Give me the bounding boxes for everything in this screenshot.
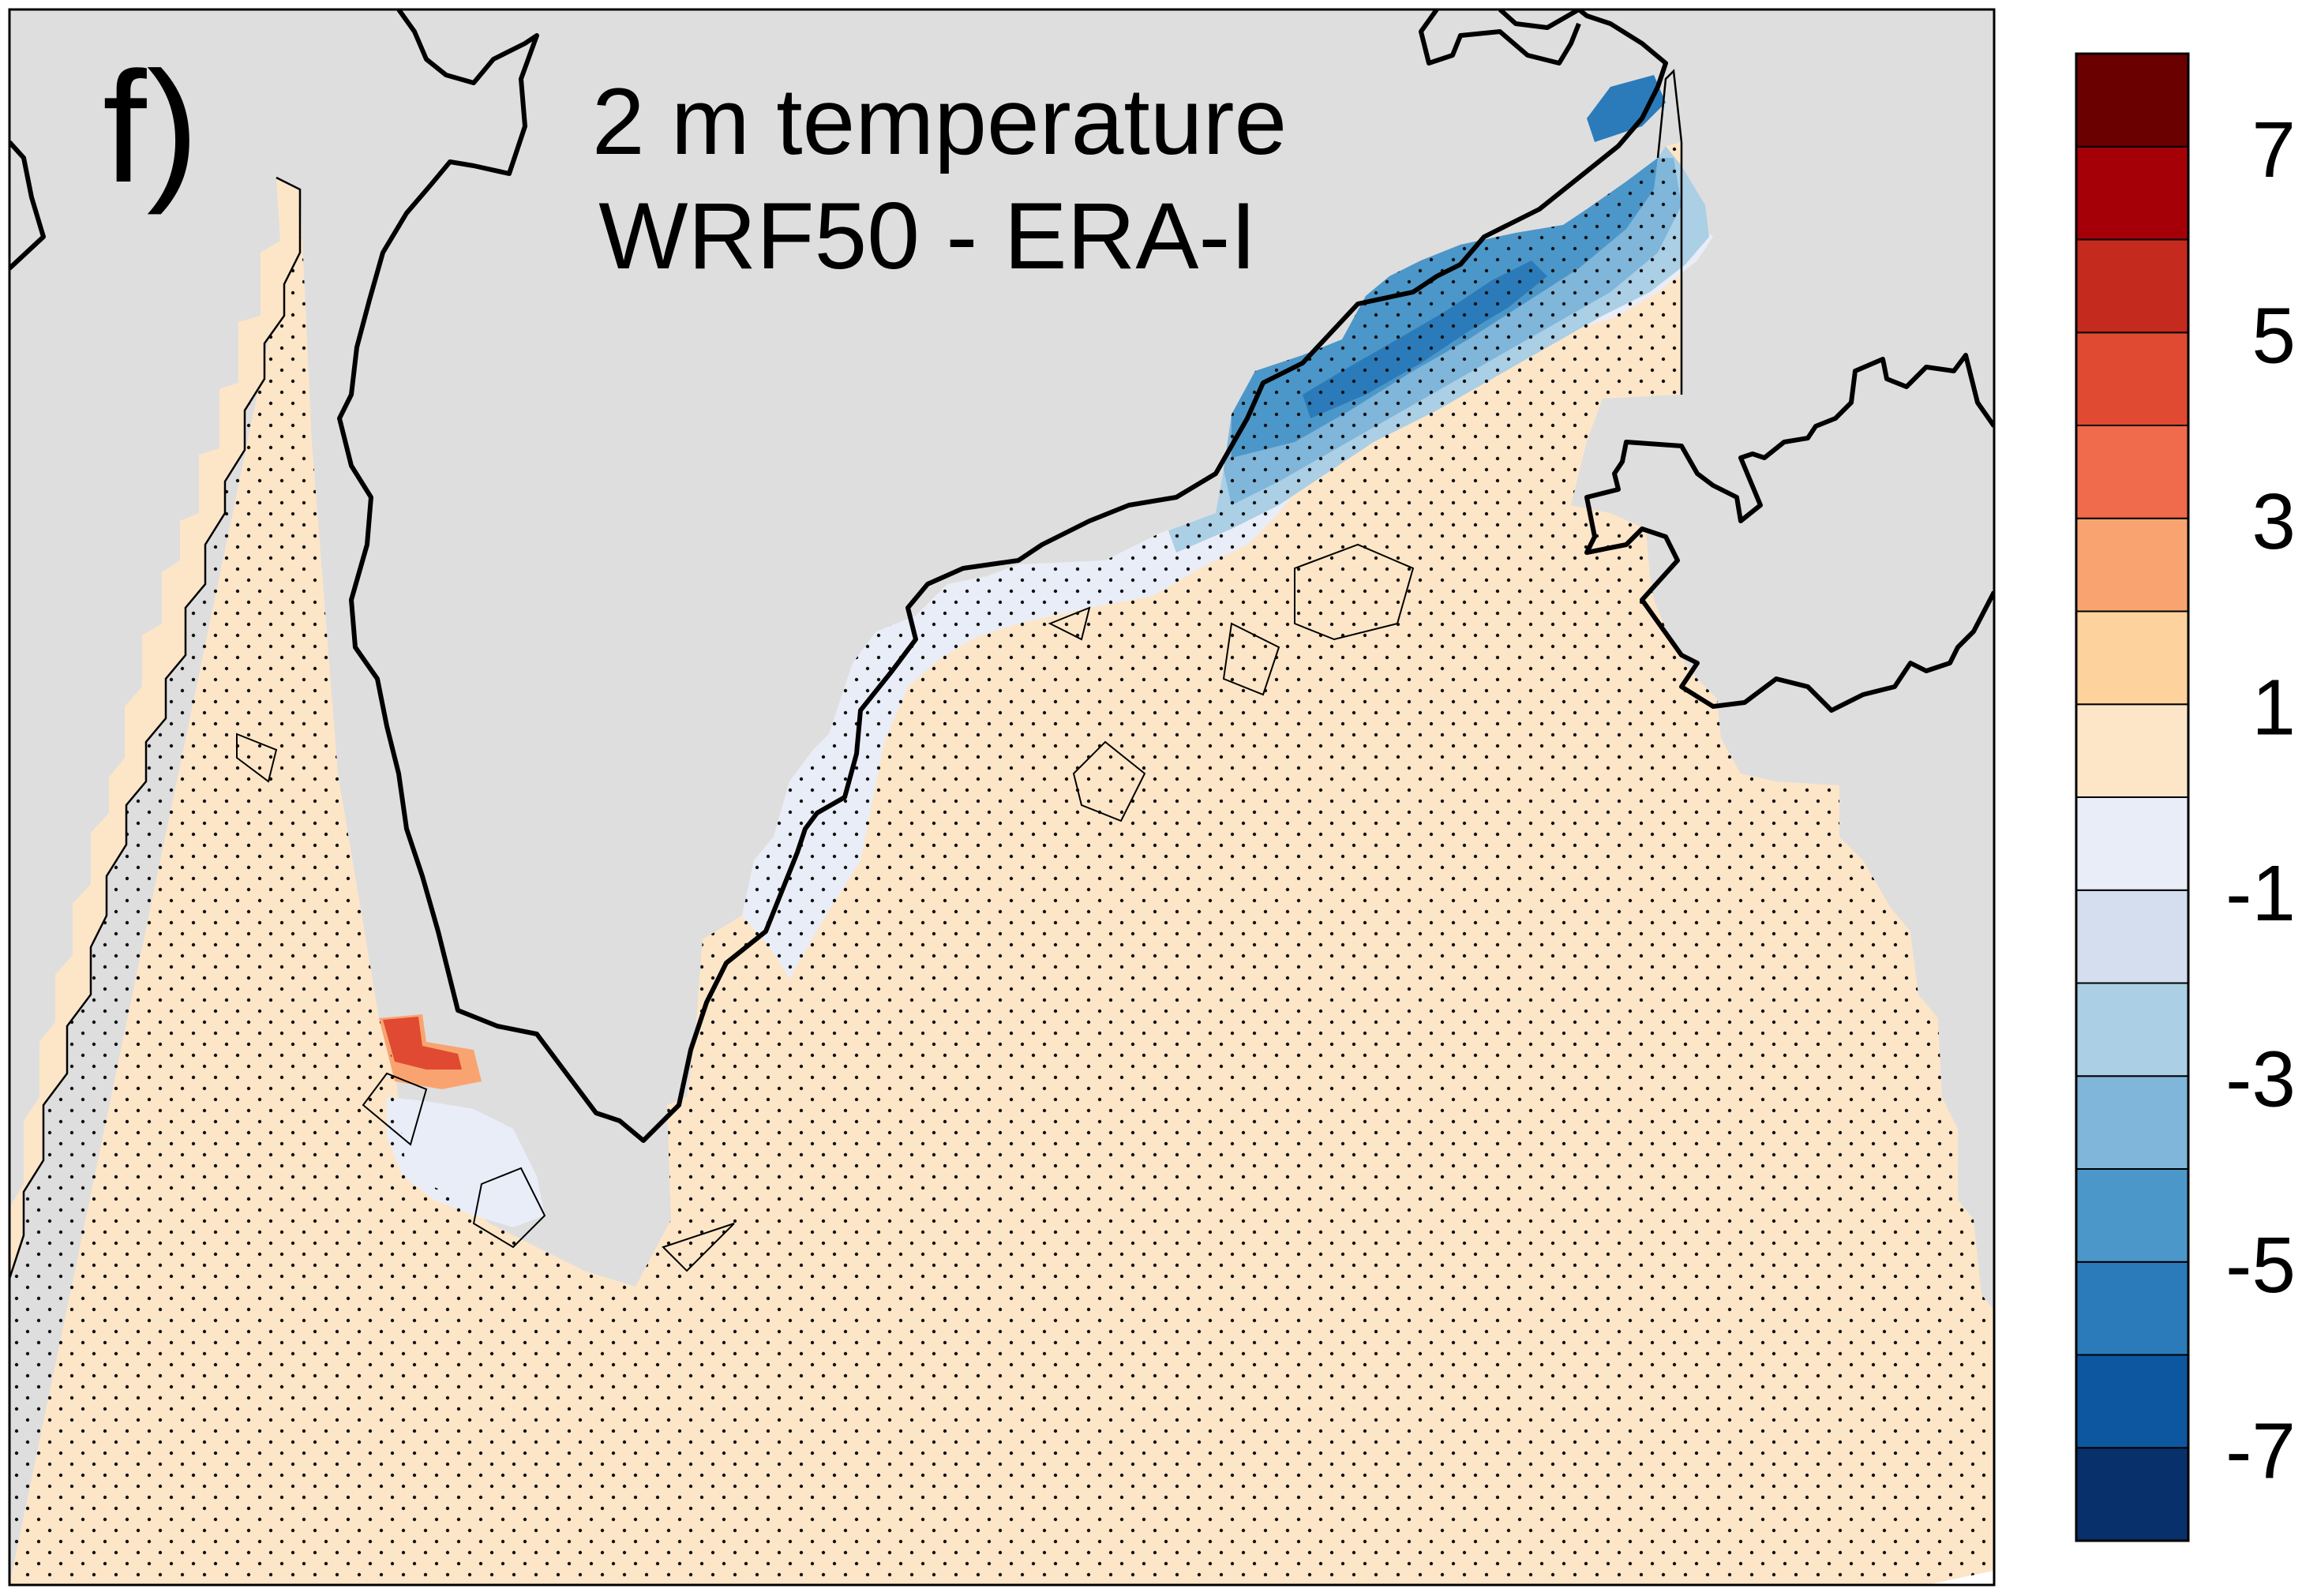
colorbar-swatch [2075,238,2189,334]
colorbar-swatch [2075,796,2189,891]
colorbar-tick-label: 5 [2251,291,2296,380]
colorbar-tick-label: -3 [2225,1035,2296,1123]
grid-box-2 [1072,740,1146,822]
map-frame [8,8,1996,1587]
grid-box-6 [662,1223,735,1272]
map-area [9,9,1994,1585]
grid-box-4 [362,1072,428,1146]
colorbar-tick-label: 1 [2251,663,2296,751]
coastline-east [1584,353,1994,713]
title-line-1: 2 m temperature [592,69,1287,174]
grid-box-1 [1294,543,1415,641]
colorbar-tick-label: -5 [2225,1221,2296,1309]
colorbar: -7 -5 -3 -1 1 3 5 7 [2075,52,2296,1542]
colorbar-outline [2075,52,2190,1542]
colorbar-swatch [2075,1261,2189,1356]
colorbar-swatch [2075,1075,2189,1170]
colorbar-swatch [2075,145,2189,241]
coastline-west [9,140,46,271]
colorbar-tick-label: -7 [2225,1407,2296,1495]
colorbar-swatch [2075,1354,2189,1449]
coastline-north [1419,9,1581,66]
colorbar-swatch [2075,703,2189,798]
colorbar-tick-label: 7 [2251,106,2296,194]
coastline-north-2 [1498,9,1580,30]
panel-label: f) [103,39,199,215]
stipple-overlay [9,142,1994,1585]
colorbar-swatch [2075,517,2189,613]
coastline-main [337,9,1668,1143]
grid-box-8 [236,732,278,783]
ocean-domain [9,178,300,1279]
colorbar-tick-label: -1 [2225,849,2296,938]
colorbar-swatch [2075,1168,2189,1263]
domain-outline [9,69,1683,1279]
ocean-corner [1926,1571,1994,1585]
eastern-land [1571,395,1994,1310]
cold-patch-south [387,1097,545,1227]
colorbar-swatch [2075,53,2189,148]
warm-spot-core [383,1017,462,1070]
grid-box-3 [1222,622,1280,696]
cold-anomaly-ne-5 [1587,75,1666,142]
colorbar-tick-label: 3 [2251,478,2296,566]
colorbar-swatch [2075,332,2189,426]
title-line-2: WRF50 - ERA-I [598,183,1256,289]
grid-box-7 [1048,606,1091,641]
colorbar-swatch [2075,889,2189,984]
colorbar-swatch [2075,982,2189,1077]
colorbar-swatch [2075,1447,2189,1542]
colorbar-swatch [2075,425,2189,519]
colorbar-swatch [2075,610,2189,706]
grid-box-5 [472,1167,546,1249]
